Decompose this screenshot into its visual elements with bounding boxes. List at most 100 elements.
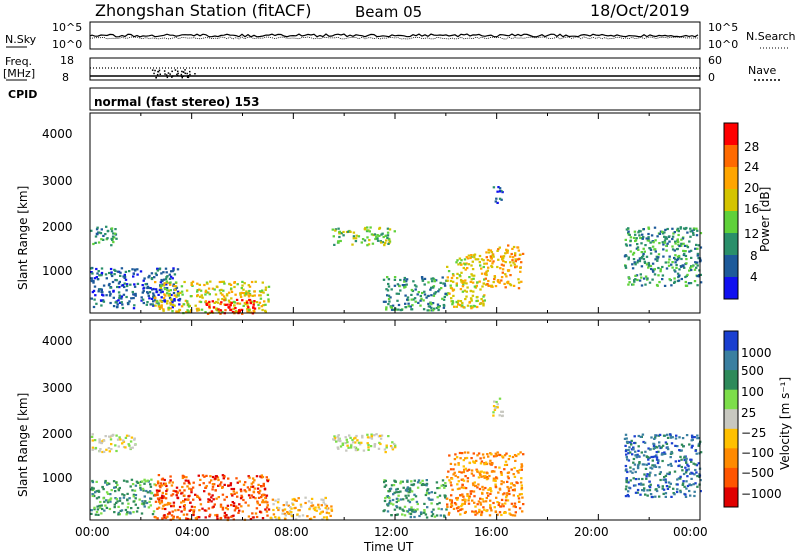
echo-cell (118, 486, 121, 490)
echo-cell (401, 284, 405, 287)
echo-cell (625, 254, 628, 257)
echo-cell (470, 297, 473, 300)
echo-cell (170, 484, 174, 487)
echo-cell (201, 296, 204, 299)
echo-cell (172, 505, 175, 508)
echo-cell (664, 228, 667, 231)
echo-cell (240, 494, 243, 497)
echo-cell (498, 511, 502, 514)
echo-cell (467, 496, 471, 500)
echo-cell (384, 451, 387, 454)
echo-cell (443, 304, 446, 307)
echo-cell (408, 490, 411, 494)
echo-cell (659, 471, 662, 474)
echo-cell (464, 498, 467, 502)
echo-cell (500, 279, 503, 282)
echo-cell (504, 252, 507, 255)
echo-cell (104, 233, 107, 236)
echo-cell (90, 277, 93, 280)
time-tick-0: 00:00 (75, 525, 110, 539)
echo-cell (264, 508, 267, 511)
echo-cell (354, 449, 358, 452)
echo-cell (113, 511, 116, 514)
echo-cell (243, 489, 246, 492)
echo-cell (262, 304, 265, 307)
echo-cell (387, 282, 390, 286)
echo-cell (247, 475, 250, 478)
echo-cell (172, 283, 175, 286)
echo-cell (330, 509, 334, 512)
echo-cell (114, 228, 117, 231)
echo-cell (699, 273, 702, 276)
echo-cell (214, 514, 217, 517)
echo-cell (637, 477, 640, 481)
echo-cell (623, 255, 627, 258)
echo-cell (120, 295, 124, 298)
echo-cell (210, 479, 213, 482)
echo-cell (196, 294, 199, 297)
echo-cell (448, 479, 451, 482)
echo-cell (693, 436, 696, 439)
echo-cell (255, 301, 259, 304)
echo-cell (171, 481, 174, 484)
echo-cell (463, 281, 466, 284)
echo-cell (256, 502, 259, 505)
echo-cell (242, 304, 245, 307)
echo-cell (466, 494, 469, 497)
echo-cell (498, 190, 502, 193)
echo-cell (456, 487, 460, 491)
echo-cell (238, 480, 241, 483)
echo-cell (181, 293, 184, 296)
echo-cell (670, 263, 673, 266)
echo-cell (459, 262, 462, 265)
echo-cell (98, 504, 101, 507)
echo-cell (263, 487, 267, 490)
echo-cell (116, 303, 119, 306)
echo-cell (659, 478, 662, 482)
echo-cell (383, 479, 386, 482)
power-ytick-1000: 1000 (42, 264, 73, 278)
echo-cell (647, 232, 650, 236)
echo-cell (373, 445, 376, 448)
echo-cell (473, 495, 476, 498)
nave-dot (182, 75, 184, 77)
echo-cell (211, 300, 214, 303)
echo-cell (421, 291, 424, 295)
echo-cell (642, 483, 645, 486)
echo-cell (95, 497, 99, 500)
echo-cell (294, 518, 298, 521)
echo-cell (367, 446, 370, 449)
echo-cell (513, 502, 517, 505)
echo-cell (236, 283, 239, 286)
echo-cell (117, 299, 120, 302)
echo-cell (635, 456, 638, 459)
echo-cell (258, 489, 262, 492)
echo-cell (265, 476, 268, 479)
echo-cell (472, 277, 475, 280)
echo-cell (417, 291, 420, 294)
echo-cell (684, 284, 688, 287)
echo-cell (688, 483, 691, 486)
echo-cell (398, 507, 402, 510)
echo-cell (153, 276, 156, 279)
echo-cell (379, 442, 382, 446)
echo-cell (648, 480, 651, 483)
echo-cell (637, 445, 640, 448)
echo-cell (520, 488, 523, 491)
echo-cell (190, 283, 193, 286)
echo-cell (501, 455, 504, 458)
echo-cell (686, 484, 690, 488)
echo-cell (387, 278, 391, 281)
echo-cell (211, 485, 215, 488)
echo-cell (373, 434, 376, 437)
echo-cell (512, 245, 516, 249)
echo-cell (629, 244, 632, 247)
echo-cell (192, 512, 195, 515)
echo-cell (626, 493, 629, 497)
nave-dot (194, 73, 196, 75)
echo-cell (494, 479, 497, 483)
echo-cell (115, 481, 118, 484)
echo-cell (183, 507, 186, 510)
echo-cell (327, 512, 331, 515)
echo-cell (650, 234, 654, 237)
